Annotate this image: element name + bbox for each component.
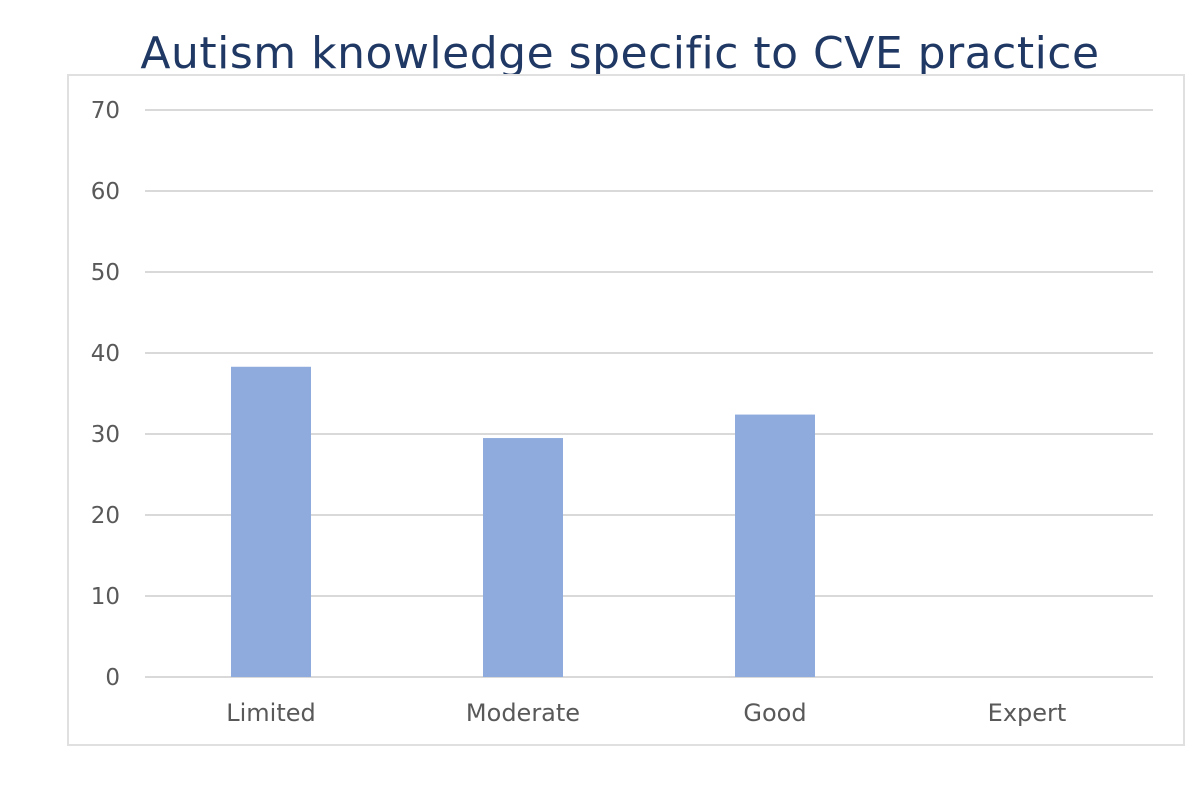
y-tick-label: 60: [91, 179, 120, 205]
y-tick-label: 50: [91, 260, 120, 286]
y-tick-label: 40: [91, 341, 120, 367]
y-tick-label: 10: [91, 584, 120, 610]
bars: [231, 366, 815, 677]
bar-moderate: [483, 438, 563, 677]
y-axis-ticks: 0 10 20 30 40 50 60 70: [91, 98, 120, 691]
bar-limited: [231, 366, 311, 677]
y-tick-label: 0: [105, 665, 120, 691]
category-label-limited: Limited: [226, 699, 316, 727]
category-label-moderate: Moderate: [466, 699, 580, 727]
x-axis-categories: Limited Moderate Good Expert: [226, 699, 1066, 727]
category-label-good: Good: [743, 699, 806, 727]
chart-title: Autism knowledge specific to CVE practic…: [140, 28, 1100, 79]
gridlines: [145, 109, 1153, 678]
y-tick-label: 30: [91, 422, 120, 448]
y-tick-label: 70: [91, 98, 120, 124]
bar-good: [735, 414, 815, 677]
y-tick-label: 20: [91, 503, 120, 529]
category-label-expert: Expert: [988, 699, 1067, 727]
